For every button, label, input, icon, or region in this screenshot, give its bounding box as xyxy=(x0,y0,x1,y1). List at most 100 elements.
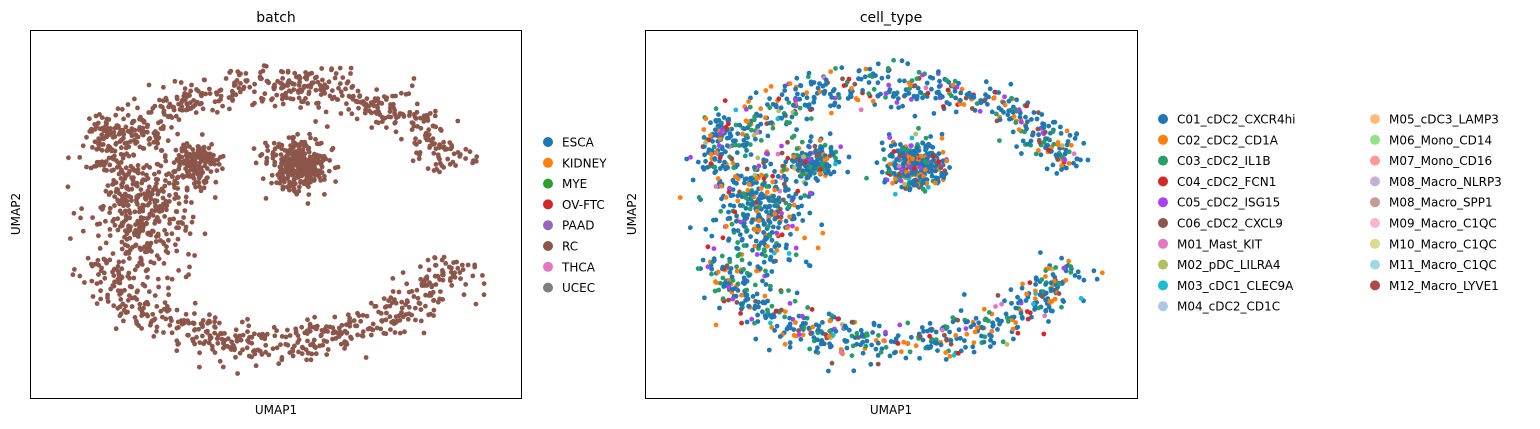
scatter-point xyxy=(911,93,917,99)
scatter-point xyxy=(280,184,286,190)
scatter-point xyxy=(782,314,787,320)
scatter-point xyxy=(102,257,108,263)
scatter-point xyxy=(739,292,744,298)
scatter-point xyxy=(779,232,785,238)
scatter-point xyxy=(730,278,736,283)
scatter-point xyxy=(133,132,139,138)
scatter-point xyxy=(948,341,954,347)
scatter-point xyxy=(182,86,188,91)
scatter-point xyxy=(197,350,203,356)
scatter-point xyxy=(920,337,926,343)
scatter-point xyxy=(734,181,739,186)
scatter-point xyxy=(979,333,984,339)
scatter-point xyxy=(730,160,736,166)
scatter-point xyxy=(804,175,810,181)
scatter-point xyxy=(80,228,86,234)
scatter-point xyxy=(121,318,126,324)
scatter-point xyxy=(353,99,359,104)
scatter-point xyxy=(737,232,743,238)
scatter-point xyxy=(1059,143,1065,149)
scatter-point xyxy=(118,311,124,317)
scatter-point xyxy=(806,105,812,110)
scatter-point xyxy=(382,115,388,121)
scatter-point xyxy=(274,345,280,351)
scatter-point xyxy=(736,143,742,148)
scatter-point xyxy=(186,251,191,257)
scatter-point xyxy=(798,336,804,342)
scatter-point xyxy=(714,150,719,156)
scatter-point xyxy=(951,352,957,358)
scatter-point xyxy=(306,89,312,95)
scatter-point xyxy=(849,319,855,325)
scatter-point xyxy=(976,320,982,326)
scatter-point xyxy=(734,300,740,305)
scatter-point xyxy=(811,80,817,85)
scatter-point xyxy=(183,311,189,317)
scatter-point xyxy=(310,165,316,171)
scatter-point xyxy=(800,92,806,98)
scatter-point xyxy=(803,321,808,326)
scatter-point xyxy=(746,303,751,309)
scatter-point xyxy=(940,149,946,155)
scatter-point xyxy=(164,244,169,250)
scatter-point xyxy=(158,148,164,153)
scatter-point xyxy=(164,207,169,213)
scatter-point xyxy=(701,135,707,140)
scatter-point xyxy=(787,81,793,86)
scatter-point xyxy=(210,107,216,113)
legend-label: OV-FTC xyxy=(562,198,605,212)
scatter-point xyxy=(710,138,715,144)
scatter-point xyxy=(769,303,775,309)
scatter-point xyxy=(898,349,904,355)
scatter-point xyxy=(296,82,302,88)
scatter-point xyxy=(400,314,406,320)
legend-label: M12_Macro_LYVE1 xyxy=(1389,279,1499,293)
scatter-point xyxy=(175,195,181,200)
scatter-point xyxy=(717,136,723,142)
scatter-point xyxy=(135,194,141,200)
scatter-point xyxy=(111,283,117,289)
scatter-point xyxy=(152,293,158,298)
scatter-point xyxy=(200,106,206,112)
scatter-point xyxy=(963,95,969,101)
scatter-point xyxy=(155,233,161,239)
scatter-point xyxy=(1023,123,1029,129)
scatter-point xyxy=(777,220,782,226)
scatter-point xyxy=(918,90,923,95)
scatter-point xyxy=(1056,291,1062,296)
scatter-point xyxy=(272,85,277,90)
scatter-point xyxy=(106,155,112,161)
scatter-point xyxy=(155,276,161,282)
scatter-point xyxy=(84,164,89,170)
scatter-point xyxy=(1014,144,1019,150)
scatter-point xyxy=(779,92,785,98)
scatter-point xyxy=(786,100,792,105)
scatter-point xyxy=(94,221,100,227)
scatter-point xyxy=(264,159,270,164)
scatter-point xyxy=(768,313,773,319)
scatter-point xyxy=(433,108,438,114)
scatter-point xyxy=(212,99,218,105)
scatter-point xyxy=(735,228,741,234)
scatter-point xyxy=(252,348,257,353)
legend-marker xyxy=(1158,238,1168,249)
scatter-point xyxy=(166,180,172,186)
scatter-point xyxy=(800,168,806,174)
scatter-point xyxy=(958,335,963,341)
scatter-point xyxy=(879,140,885,146)
scatter-point xyxy=(933,164,939,169)
scatter-point xyxy=(1048,288,1054,294)
scatter-point xyxy=(929,173,935,179)
scatter-point xyxy=(1053,152,1059,158)
scatter-point xyxy=(105,183,111,189)
scatter-point xyxy=(160,201,166,207)
scatter-point xyxy=(944,158,950,164)
scatter-point xyxy=(793,179,799,184)
scatter-point xyxy=(1032,307,1037,312)
scatter-point xyxy=(1034,116,1040,122)
scatter-point xyxy=(950,315,956,320)
scatter-point xyxy=(713,127,718,133)
scatter-point xyxy=(392,330,398,335)
scatter-point xyxy=(731,165,737,171)
scatter-point xyxy=(96,233,101,239)
